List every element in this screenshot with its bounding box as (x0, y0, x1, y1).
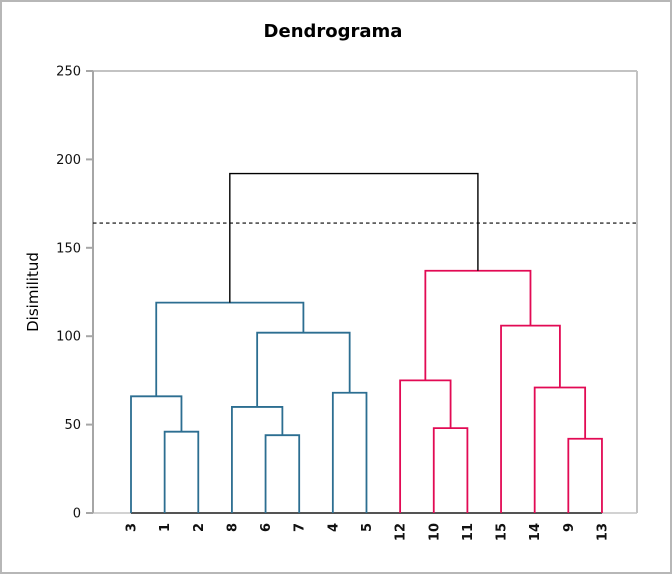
dendrogram-link-m9 (399, 379, 452, 513)
dendrogram-link-m1 (163, 430, 200, 513)
x-axis-label-2: 2 (192, 523, 207, 532)
chart-title: Dendrograma (263, 21, 403, 42)
x-axis-label-12: 12 (394, 523, 409, 541)
y-axis-tick-label: 50 (64, 418, 81, 433)
dendrogram-link-m3 (130, 395, 183, 513)
y-axis-tick-label: 150 (56, 241, 81, 256)
dendrogram-link-m6 (256, 331, 351, 407)
dendrogram-link-m14 (229, 172, 479, 303)
x-axis-label-5: 5 (360, 523, 375, 532)
x-axis-label-15: 15 (495, 523, 510, 541)
y-axis-tick-label: 250 (56, 65, 81, 80)
x-axis-label-7: 7 (293, 523, 308, 532)
dendrogram-link-m2 (264, 434, 301, 513)
x-axis-label-4: 4 (326, 523, 341, 532)
x-axis-label-6: 6 (259, 523, 274, 532)
y-axis-tick-label: 200 (56, 153, 81, 168)
y-axis-tick-label: 100 (56, 330, 81, 345)
dendrogram-link-m5 (331, 391, 368, 513)
x-axis-label-1: 1 (158, 523, 173, 532)
x-axis-label-11: 11 (461, 523, 476, 541)
x-axis-label-3: 3 (125, 523, 140, 532)
x-axis-label-13: 13 (595, 523, 610, 541)
dendrogram-link-m10 (567, 437, 603, 513)
dendrogram-link-m12 (500, 324, 561, 513)
x-axis-label-9: 9 (562, 523, 577, 532)
dendrogram-link-m7 (155, 301, 305, 397)
x-axis-label-10: 10 (427, 523, 442, 541)
y-axis-title: Disimilitud (24, 252, 42, 332)
y-axis-tick-label: 0 (73, 507, 81, 522)
dendrogram-link-m4 (231, 406, 284, 513)
dendrogram-link-m11 (533, 386, 587, 513)
dendrogram-link-m8 (432, 427, 469, 513)
x-axis-label-14: 14 (528, 523, 543, 541)
x-axis-label-8: 8 (225, 523, 240, 532)
